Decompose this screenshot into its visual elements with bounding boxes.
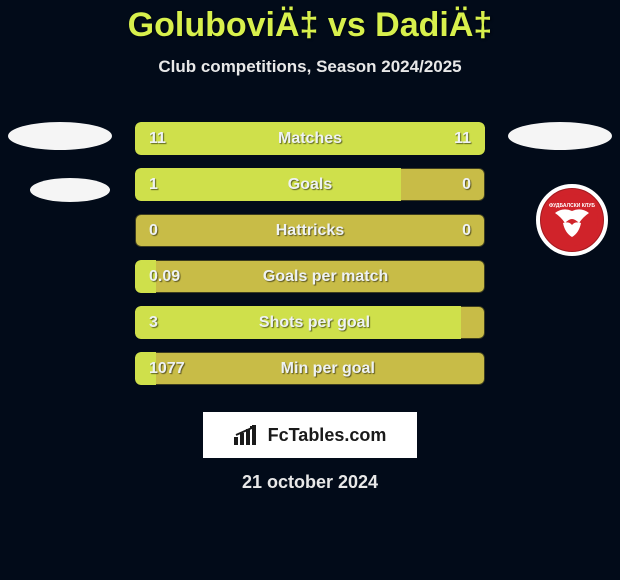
- stat-row: 1Goals0: [135, 168, 485, 201]
- stat-label: Goals: [158, 176, 462, 194]
- stat-left-value: 1: [149, 176, 158, 194]
- comparison-title: GoluboviÄ‡ vs DadiÄ‡: [0, 0, 620, 45]
- stat-left-value: 1077: [149, 360, 185, 378]
- stat-label: Matches: [166, 130, 454, 148]
- stat-right-value: 11: [454, 130, 471, 148]
- stat-row: 0Hattricks0: [135, 214, 485, 247]
- stat-bar-text: 0.09Goals per match: [135, 260, 485, 293]
- team-left-badge-2: [30, 178, 110, 202]
- svg-text:ФУДБАЛСКИ КЛУБ: ФУДБАЛСКИ КЛУБ: [549, 203, 595, 209]
- stat-bar-text: 1Goals0: [135, 168, 485, 201]
- stat-right-value: 0: [462, 222, 471, 240]
- team-right-badge-1: [508, 122, 612, 150]
- comparison-subtitle: Club competitions, Season 2024/2025: [0, 57, 620, 77]
- stat-left-value: 0: [149, 222, 158, 240]
- stat-bar-text: 1077Min per goal: [135, 352, 485, 385]
- stat-label: Hattricks: [158, 222, 462, 240]
- stat-right-value: 0: [462, 176, 471, 194]
- stat-left-value: 11: [149, 130, 166, 148]
- stat-bar-text: 0Hattricks0: [135, 214, 485, 247]
- stat-row: 1077Min per goal: [135, 352, 485, 385]
- stat-label: Goals per match: [180, 268, 471, 286]
- fctables-label: FcTables.com: [268, 425, 387, 446]
- fctables-brand: FcTables.com: [203, 412, 417, 458]
- footer-date: 21 october 2024: [0, 472, 620, 493]
- stat-label: Shots per goal: [158, 314, 471, 332]
- stat-row: 0.09Goals per match: [135, 260, 485, 293]
- stat-row: 3Shots per goal: [135, 306, 485, 339]
- stat-left-value: 3: [149, 314, 158, 332]
- bars-up-icon: [234, 425, 260, 445]
- stat-row: 11Matches11: [135, 122, 485, 155]
- stat-bar-text: 3Shots per goal: [135, 306, 485, 339]
- stat-left-value: 0.09: [149, 268, 180, 286]
- team-right-logo: ФУДБАЛСКИ КЛУБ: [536, 184, 608, 256]
- stat-bar-text: 11Matches11: [135, 122, 485, 155]
- eagle-icon: ФУДБАЛСКИ КЛУБ: [545, 193, 599, 247]
- stats-bars: 11Matches111Goals00Hattricks00.09Goals p…: [135, 122, 485, 398]
- stat-label: Min per goal: [185, 360, 471, 378]
- team-left-badge-1: [8, 122, 112, 150]
